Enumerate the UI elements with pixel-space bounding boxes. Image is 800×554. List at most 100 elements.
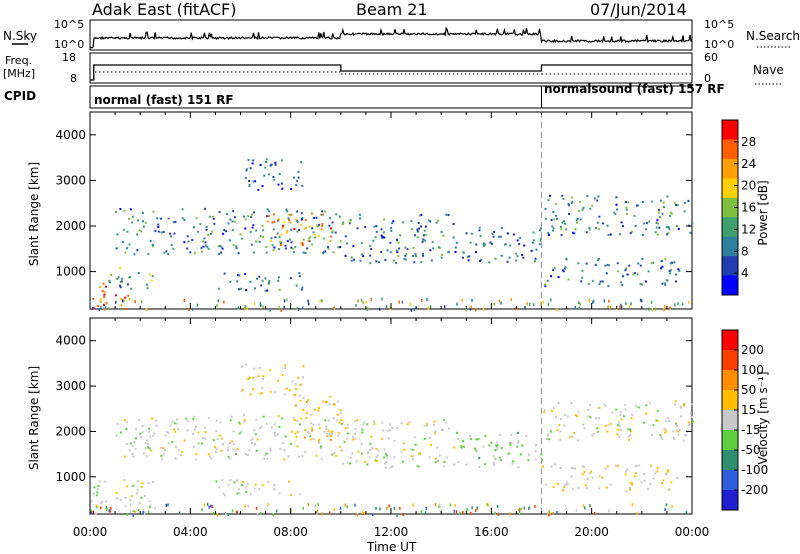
echo-cell <box>346 461 349 464</box>
echo-cell <box>205 228 208 231</box>
echo-cell <box>235 453 237 455</box>
echo-cell <box>328 511 331 515</box>
echo-cell <box>422 254 425 257</box>
echo-cell <box>592 433 595 435</box>
echo-cell <box>119 286 122 289</box>
echo-cell <box>210 457 213 460</box>
echo-cell <box>677 228 680 230</box>
echo-cell <box>674 422 677 425</box>
echo-cell <box>559 430 562 433</box>
echo-cell <box>251 213 253 216</box>
echo-cell <box>160 458 163 461</box>
echo-cell <box>498 433 501 436</box>
echo-cell <box>375 260 378 263</box>
echo-cell <box>317 503 319 507</box>
echo-cell <box>412 455 415 458</box>
echo-cell <box>425 507 427 510</box>
echo-cell <box>164 434 167 437</box>
echo-cell <box>330 435 333 438</box>
echo-cell <box>640 481 643 484</box>
time-tick-label: 08:00 <box>273 525 308 539</box>
echo-cell <box>493 463 496 466</box>
colorbar-swatch <box>722 450 738 471</box>
echo-cell <box>597 259 599 262</box>
echo-cell <box>174 220 177 223</box>
echo-cell <box>582 504 585 508</box>
echo-cell <box>662 479 665 482</box>
echo-cell <box>105 500 108 503</box>
echo-cell <box>329 235 332 238</box>
echo-cell <box>605 486 608 489</box>
echo-cell <box>366 307 369 311</box>
echo-cell <box>652 261 655 264</box>
echo-cell <box>547 199 550 202</box>
echo-cell <box>327 419 330 422</box>
echo-cell <box>273 433 276 436</box>
echo-cell <box>247 504 250 508</box>
echo-cell <box>136 249 139 252</box>
echo-cell <box>129 442 132 445</box>
echo-cell <box>151 245 154 248</box>
echo-cell <box>172 247 175 250</box>
echo-cell <box>654 231 657 234</box>
echo-cell <box>664 508 666 512</box>
echo-cell <box>238 432 241 435</box>
echo-cell <box>148 273 151 276</box>
echo-cell <box>554 214 557 217</box>
echo-cell <box>232 244 235 246</box>
echo-cell <box>245 491 248 493</box>
echo-cell <box>332 417 335 420</box>
echo-cell <box>124 505 127 508</box>
echo-cell <box>95 494 98 497</box>
velocity-colorbar-label: Velocity [m s⁻¹] <box>756 371 770 464</box>
echo-cell <box>253 211 255 214</box>
echo-cell <box>317 423 320 426</box>
echo-cell <box>233 216 236 219</box>
echo-cell <box>232 448 235 451</box>
colorbar-tick-label: 12 <box>741 222 756 236</box>
echo-cell <box>165 503 168 507</box>
echo-cell <box>512 233 515 236</box>
echo-cell <box>142 220 144 223</box>
echo-cell <box>404 258 407 261</box>
echo-cell <box>365 300 368 304</box>
echo-cell <box>589 472 592 475</box>
echo-cell <box>420 225 422 228</box>
echo-cell <box>597 430 600 433</box>
echo-cell <box>353 258 355 261</box>
echo-cell <box>259 512 262 516</box>
echo-cell <box>466 255 469 258</box>
echo-cell <box>520 507 522 511</box>
echo-cell <box>309 435 312 438</box>
echo-cell <box>304 252 307 254</box>
echo-cell <box>437 219 440 222</box>
echo-cell <box>361 431 364 434</box>
time-tick-label: 20:00 <box>574 525 609 539</box>
echo-cell <box>105 301 108 304</box>
echo-cell <box>421 240 424 243</box>
echo-cell <box>248 183 251 186</box>
echo-cell <box>391 465 394 468</box>
echo-cell <box>369 262 372 265</box>
echo-cell <box>378 261 380 264</box>
echo-cell <box>379 507 381 511</box>
echo-cell <box>558 424 561 426</box>
echo-cell <box>246 483 249 485</box>
echo-cell <box>130 495 133 498</box>
echo-cell <box>620 281 623 284</box>
echo-cell <box>284 364 287 367</box>
colorbar-swatch <box>722 178 738 199</box>
echo-cell <box>121 241 124 243</box>
noise-left-tick-top: 10^5 <box>54 18 84 31</box>
echo-cell <box>561 489 564 492</box>
echo-cell <box>593 512 596 515</box>
echo-cell <box>288 213 291 216</box>
echo-cell <box>656 467 659 469</box>
colorbar-tick-label: 4 <box>741 266 749 280</box>
noise-right-label: N.Search <box>746 29 800 43</box>
echo-cell <box>403 257 406 260</box>
echo-cell <box>170 244 173 246</box>
echo-cell <box>280 182 283 185</box>
echo-cell <box>257 375 260 378</box>
echo-cell <box>427 219 430 222</box>
